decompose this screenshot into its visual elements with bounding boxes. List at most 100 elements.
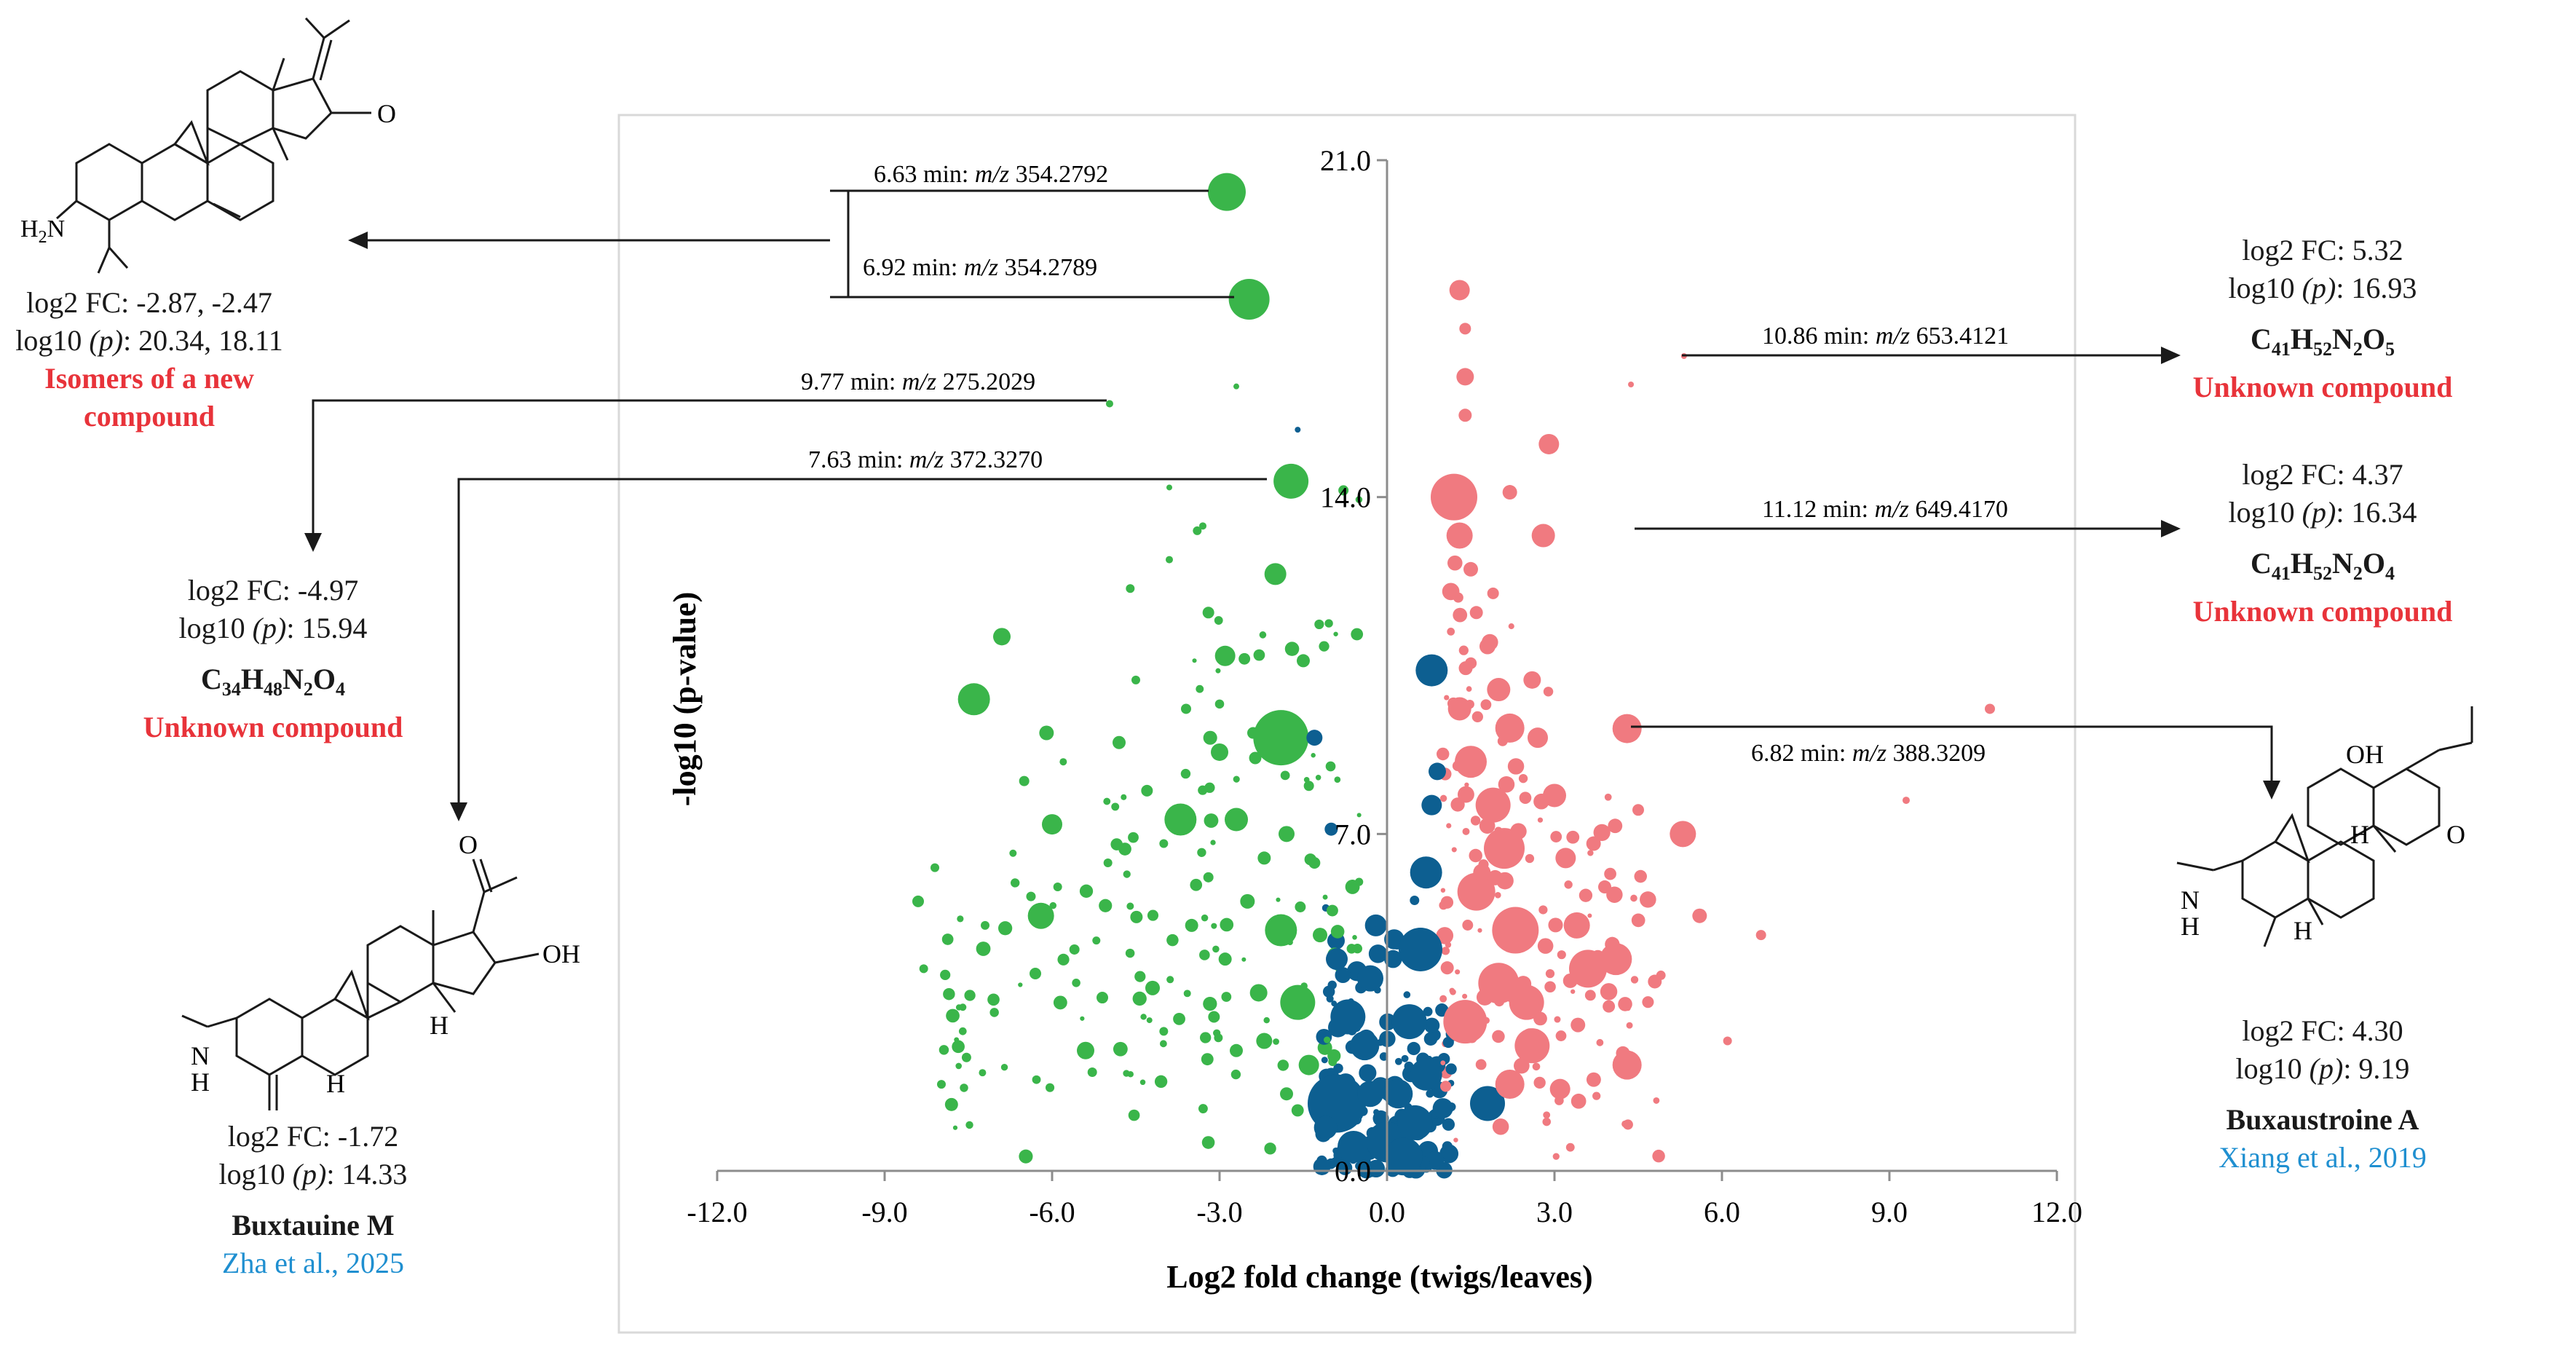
mz-label-6: 11.12 min: m/z 649.4170	[1762, 496, 2008, 523]
background-point	[1652, 1149, 1665, 1163]
background-point	[1566, 830, 1580, 844]
background-point	[1538, 905, 1548, 915]
data-point-down	[1225, 808, 1248, 832]
callout-top-left-p: log10 (p): 20.34, 18.11	[15, 324, 283, 357]
data-point-up	[1692, 908, 1707, 923]
background-point	[1425, 1150, 1445, 1170]
background-point	[1211, 923, 1217, 929]
molecule-2-hydrogen-2: H	[326, 1069, 345, 1098]
background-point	[1496, 872, 1514, 890]
background-point	[1606, 886, 1623, 903]
molecule-3-ketone: O	[2446, 820, 2465, 849]
data-point-down	[1164, 803, 1197, 836]
data-point-down	[1053, 883, 1062, 892]
background-point	[1439, 1144, 1459, 1164]
background-point	[1277, 1059, 1289, 1071]
callout-top-right: log2 FC: 5.32 log10 (p): 16.93 C41H52N2O…	[2184, 232, 2461, 406]
background-point	[1440, 1081, 1452, 1092]
background-point	[1253, 649, 1265, 661]
data-point-down	[1303, 781, 1314, 792]
data-point-up	[1473, 864, 1491, 882]
data-point-down	[1181, 703, 1191, 714]
background-point	[1180, 768, 1191, 779]
y-tick-label: 21.0	[1320, 144, 1371, 177]
background-point	[1230, 1069, 1241, 1080]
data-point-down	[1059, 758, 1067, 766]
data-point-up	[1458, 408, 1472, 422]
data-point-down	[1097, 992, 1108, 1004]
data-point-down	[993, 628, 1011, 646]
background-point	[1328, 1057, 1338, 1067]
molecule-1-ketone: O	[377, 99, 396, 128]
y-tick-label: 14.0	[1320, 481, 1371, 514]
background-point	[964, 990, 976, 1001]
callout-bottom-left-ref: Zha et al., 2025	[222, 1247, 404, 1279]
y-axis-title: -log10 (p-value)	[667, 592, 703, 807]
background-point	[1442, 1118, 1455, 1131]
data-point-up	[1632, 804, 1644, 816]
background-point	[1626, 1022, 1633, 1029]
background-point	[1475, 1059, 1487, 1070]
data-point-down	[1019, 775, 1030, 786]
data-point-nonsig	[1391, 1004, 1427, 1040]
background-point	[1326, 995, 1334, 1003]
background-point	[1338, 485, 1349, 496]
data-point-down	[1042, 814, 1062, 835]
background-point	[1440, 888, 1446, 893]
data-point-nonsig	[1415, 654, 1448, 687]
data-point-down	[1077, 1041, 1094, 1059]
background-point	[1045, 1083, 1055, 1092]
background-point	[1466, 686, 1472, 692]
background-point	[1238, 652, 1251, 665]
data-point-nonsig	[1383, 1079, 1413, 1109]
x-tick-label: -9.0	[861, 1196, 907, 1228]
molecule-3-hydrogen-2: H	[2293, 916, 2312, 945]
background-point	[1197, 848, 1206, 857]
background-point	[1545, 969, 1555, 979]
background-point	[1465, 657, 1477, 669]
data-point-up	[1463, 561, 1478, 577]
background-point	[1477, 928, 1482, 933]
background-point	[1325, 761, 1336, 772]
data-point-down	[1240, 893, 1255, 909]
data-point-nonsig	[1385, 1137, 1423, 1176]
molecule-3-hydroxyl: OH	[2346, 740, 2384, 769]
background-point	[1018, 982, 1023, 987]
y-tick-label: 7.0	[1335, 818, 1371, 850]
background-point	[1437, 747, 1450, 761]
data-point-down	[1166, 556, 1173, 564]
background-point	[1113, 1041, 1128, 1057]
background-point	[1455, 969, 1461, 975]
callout-mid-left: log2 FC: -4.97 log10 (p): 15.94 C34H48N2…	[124, 572, 422, 746]
callout-mid-left-p: log10 (p): 15.94	[178, 612, 368, 644]
background-point	[1355, 877, 1364, 886]
background-point	[1330, 1157, 1340, 1167]
background-point	[1447, 628, 1455, 636]
data-point-up	[1903, 797, 1910, 805]
x-tick-label: -6.0	[1029, 1196, 1075, 1228]
molecule-structure-1	[56, 17, 371, 274]
background-point	[1359, 1064, 1377, 1082]
background-point	[1600, 983, 1618, 1000]
data-point-up	[1538, 433, 1560, 454]
background-point	[1192, 658, 1197, 663]
x-axis-title: Log2 fold change (twigs/leaves)	[1166, 1259, 1592, 1295]
background-point	[1201, 914, 1209, 922]
background-point	[1159, 1040, 1167, 1048]
data-point-down	[1253, 710, 1309, 766]
background-point	[1453, 1137, 1458, 1142]
arrowheads	[304, 232, 2280, 821]
background-point	[989, 1008, 999, 1017]
background-point	[961, 1052, 971, 1062]
background-point	[1604, 867, 1616, 880]
background-point	[1498, 776, 1515, 793]
data-point-up	[1569, 950, 1607, 988]
data-point-down	[1027, 902, 1054, 929]
data-point-up	[1457, 872, 1496, 911]
x-tick-label: 6.0	[1704, 1196, 1740, 1228]
data-point-down	[1103, 858, 1113, 867]
molecule-3-hydrogen-1: H	[2350, 820, 2369, 849]
data-point-up	[1514, 1028, 1550, 1064]
data-point-down	[1265, 914, 1297, 947]
background-point	[1407, 1041, 1421, 1056]
